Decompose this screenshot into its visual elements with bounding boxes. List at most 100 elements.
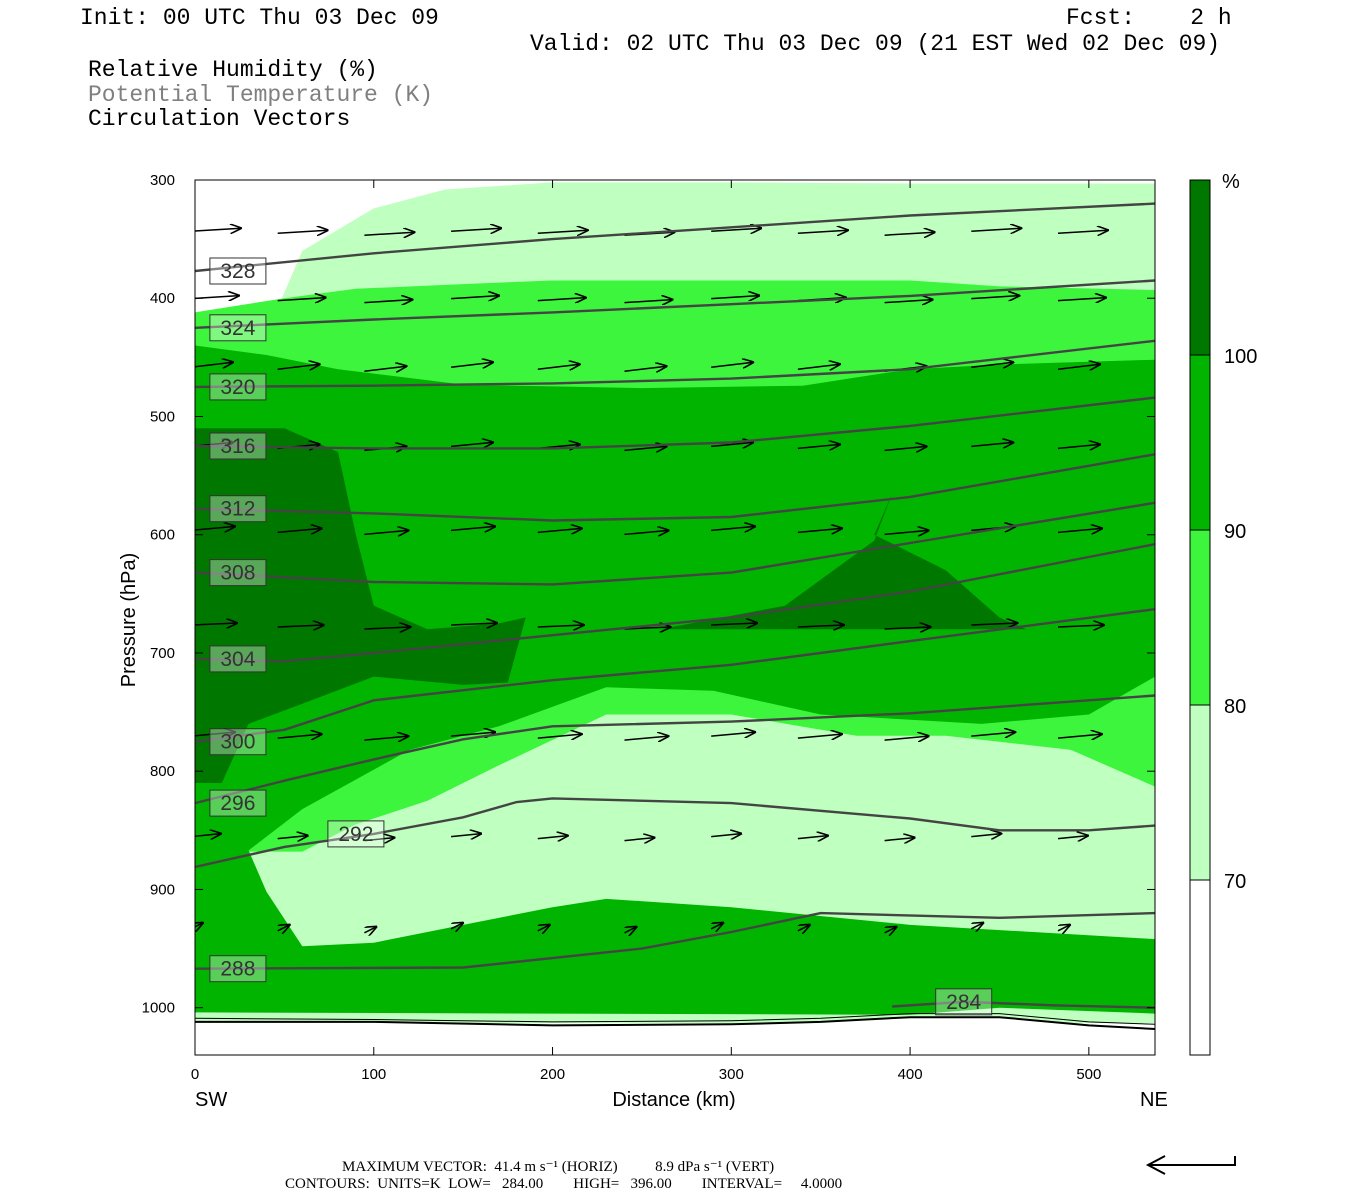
theta-contour-288	[195, 911, 1155, 970]
x-axis-label: Distance (km)	[612, 1089, 735, 1111]
init-time: Init: 00 UTC Thu 03 Dec 09	[80, 5, 439, 31]
circulation-vector	[711, 442, 753, 446]
circulation-vector	[884, 446, 927, 450]
circulation-vector	[537, 230, 588, 233]
circulation-vector	[624, 736, 669, 740]
colorbar-swatch	[1189, 354, 1211, 531]
contours-note: CONTOURS: UNITS=K LOW= 284.00 HIGH= 396.…	[285, 1176, 843, 1192]
circulation-vector	[884, 530, 929, 534]
circulation-vector	[537, 836, 568, 839]
circulation-vector	[451, 732, 495, 736]
circulation-vector	[1057, 230, 1108, 233]
circulation-vector	[624, 446, 667, 450]
circulation-vector	[884, 838, 915, 841]
circulation-vector	[277, 230, 328, 233]
rh-region-90-100	[195, 345, 1155, 1015]
reference-vector	[1145, 1155, 1236, 1175]
plot-frame	[194, 179, 1156, 1056]
max-vector-note: MAXIMUM VECTOR: 41.4 m s⁻¹ (HORIZ) 8.9 d…	[342, 1159, 775, 1175]
circulation-vector	[451, 834, 481, 837]
circulation-vector	[537, 364, 580, 369]
x-tick-label: 400	[898, 1066, 923, 1083]
circulation-vector	[451, 228, 501, 231]
y-tick-label: 300	[150, 172, 175, 189]
circulation-vector	[1057, 444, 1100, 448]
svg-text:320: 320	[220, 376, 255, 399]
circulation-vector	[711, 362, 753, 367]
rh-region-100+	[659, 493, 1027, 630]
theta-contour-304	[195, 543, 1155, 663]
colorbar-swatch	[1189, 879, 1211, 1056]
theta-contour-316	[195, 396, 1155, 450]
circulation-vector	[797, 230, 848, 233]
circulation-vector	[971, 362, 1013, 367]
circulation-vector	[797, 364, 840, 369]
circulation-vector	[797, 925, 810, 931]
circulation-vector	[364, 232, 414, 235]
theta-label-312: 312	[209, 495, 267, 523]
theta-label-296: 296	[209, 789, 267, 817]
circulation-vector	[364, 530, 408, 534]
theta-label-288: 288	[209, 955, 267, 983]
circulation-vector	[364, 627, 410, 629]
circulation-vector	[451, 362, 493, 367]
svg-text:304: 304	[220, 648, 255, 671]
circulation-vector	[624, 927, 637, 933]
svg-text:292: 292	[338, 823, 373, 846]
circulation-vector	[797, 734, 842, 738]
circulation-vector	[797, 528, 842, 532]
circulation-vector	[970, 923, 983, 929]
theta-label-308: 308	[209, 559, 267, 587]
circulation-vector	[277, 625, 324, 627]
y-tick-label: 900	[150, 881, 175, 898]
svg-text:328: 328	[220, 260, 255, 283]
svg-text:308: 308	[220, 562, 255, 585]
theta-label-284: 284	[935, 988, 993, 1016]
y-tick-label: 1000	[142, 1000, 175, 1017]
theta-label-304: 304	[209, 645, 267, 673]
circulation-vector	[451, 623, 497, 625]
circulation-vector	[884, 736, 929, 740]
svg-text:284: 284	[946, 991, 981, 1014]
theta-label-292: 292	[327, 820, 385, 848]
theta-label-316: 316	[209, 432, 267, 460]
circulation-vector	[1057, 625, 1104, 627]
circulation-vector	[364, 300, 412, 303]
circulation-vector	[971, 732, 1015, 736]
svg-text:316: 316	[220, 435, 255, 458]
field-label-vectors: Circulation Vectors	[88, 106, 351, 132]
circulation-vector	[1057, 836, 1088, 839]
theta-label-300: 300	[209, 728, 267, 756]
svg-text:324: 324	[220, 317, 255, 340]
circulation-vector	[1057, 734, 1102, 738]
circulation-vector	[971, 834, 1001, 837]
circulation-vector	[195, 923, 203, 929]
theta-contour-324	[195, 279, 1155, 329]
theta-contour-328	[195, 202, 1155, 273]
circulation-vector	[195, 526, 235, 530]
circulation-vector	[450, 923, 463, 929]
terrain-line	[195, 1016, 1155, 1030]
circulation-vector	[277, 925, 290, 931]
circulation-vector	[451, 296, 499, 299]
circulation-vector	[711, 296, 759, 299]
circulation-vector	[971, 228, 1021, 231]
y-tick-label: 800	[150, 763, 175, 780]
colorbar-level-label: 70	[1224, 871, 1246, 893]
circulation-vector	[364, 736, 408, 740]
theta-contour-284	[892, 1000, 1155, 1009]
circulation-vector	[624, 366, 667, 371]
theta-contour-312	[195, 453, 1155, 522]
x-tick-label: 100	[361, 1066, 386, 1083]
circulation-vector	[364, 838, 394, 841]
circulation-vector	[1057, 298, 1106, 301]
circulation-vector	[277, 364, 320, 369]
circulation-vector	[537, 298, 586, 301]
circulation-vector	[711, 526, 755, 530]
x-tick-label: 200	[540, 1066, 565, 1083]
circulation-vector	[797, 625, 844, 627]
svg-text:300: 300	[220, 731, 255, 754]
y-tick-label: 600	[150, 527, 175, 544]
circulation-vector	[195, 362, 233, 367]
